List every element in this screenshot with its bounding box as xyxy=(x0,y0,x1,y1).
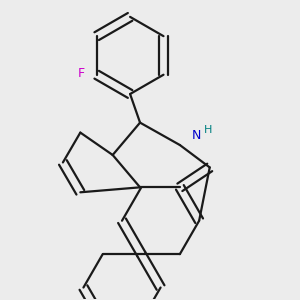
Text: F: F xyxy=(78,67,85,80)
Text: N: N xyxy=(191,129,201,142)
Text: H: H xyxy=(204,125,213,135)
